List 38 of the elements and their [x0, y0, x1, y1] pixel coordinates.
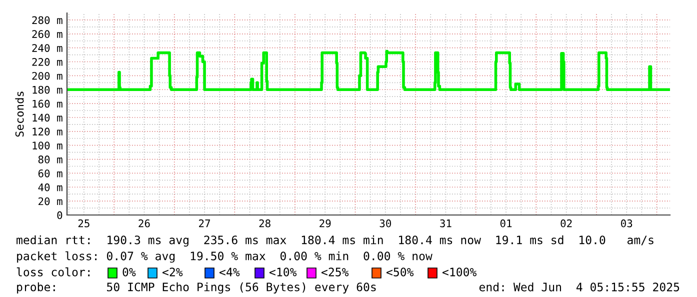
text: <2% [162, 268, 183, 276]
y-tick-label: 80 m [38, 156, 62, 164]
text: packet loss: 0.07 % avg 19.50 % max 0.00 % min 0.00 % now [17, 251, 432, 263]
text: <4% [219, 268, 240, 276]
text: loss color: [16, 267, 90, 276]
y-tick-label: 260 m [32, 30, 62, 38]
text: end: Wed Jun 4 05:15:55 2025 [479, 282, 680, 292]
text: <100% [442, 268, 477, 276]
text: <50% [386, 268, 414, 276]
y-tick-label: 60 m [38, 169, 62, 178]
x-tick-label: 01 [500, 219, 512, 228]
y-tick-label: 0 [57, 211, 62, 220]
y-tick-label: 280 m [32, 16, 62, 24]
x-tick-label: 26 [138, 219, 150, 228]
x-tick-label: 31 [440, 219, 452, 228]
y-axis-title: Seconds [15, 92, 24, 137]
y-tick-label: 140 m [32, 114, 62, 122]
x-tick-label: 25 [78, 219, 90, 228]
y-tick-label: 160 m [32, 100, 62, 108]
y-tick-label: 20 m [38, 197, 62, 206]
text: probe: 50 ICMP Echo Pings (56 Bytes) every 60s [17, 282, 376, 294]
x-tick-label: 02 [560, 219, 572, 228]
y-tick-label: 120 m [32, 128, 62, 136]
x-tick-label: 03 [621, 219, 632, 228]
y-tick-label: 220 m [32, 58, 62, 66]
x-tick-label: 29 [320, 219, 331, 228]
y-tick-label: 200 m [32, 72, 62, 80]
text: <25% [321, 268, 349, 276]
y-tick-label: 240 m [32, 44, 62, 52]
text: <10% [269, 268, 297, 276]
text: median rtt: 190.3 ms avg 235.6 ms max 180.4 ms min 180.4 ms now 19.1 ms sd 10.0 am/s [16, 235, 654, 247]
text: 0% [122, 268, 136, 276]
x-tick-label: 27 [199, 219, 210, 228]
x-tick-label: 28 [259, 219, 270, 228]
x-tick-label: 30 [380, 219, 392, 228]
y-tick-label: 40 m [38, 183, 62, 192]
y-tick-label: 180 m [32, 86, 62, 94]
y-tick-label: 100 m [32, 142, 62, 150]
